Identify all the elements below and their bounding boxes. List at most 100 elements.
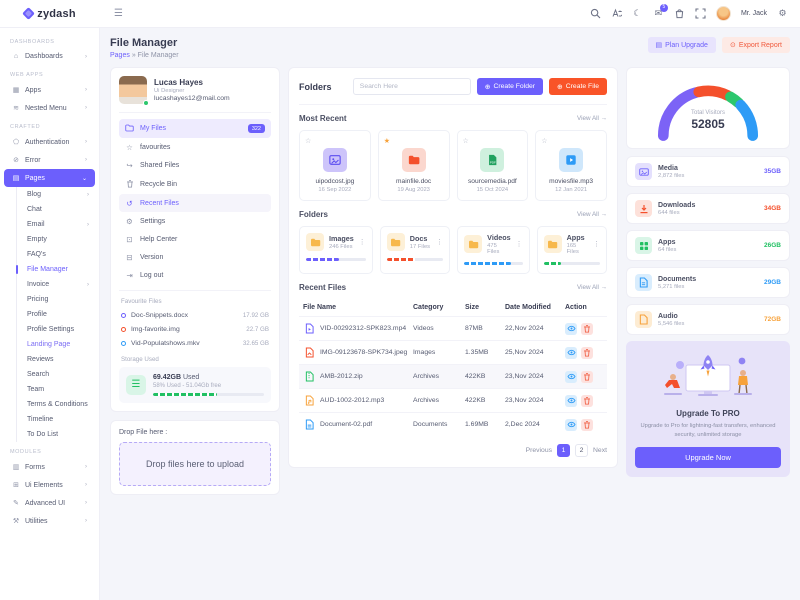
recent-files-view-all[interactable]: View All → [577, 284, 607, 291]
category-downloads[interactable]: Downloads 644 files 34GB [626, 193, 790, 224]
favourite-file-row[interactable]: Vid-Populatshows.mkv 32.65 GB [119, 336, 271, 350]
search-icon[interactable] [590, 8, 601, 19]
create-file-button[interactable]: ⊕ Create File [549, 78, 607, 95]
sidebar-item-search[interactable]: Search [27, 371, 50, 378]
sidebar-item-landing-page[interactable]: Landing Page [27, 341, 71, 348]
sidebar-item-ui-elements[interactable]: ⊞ Ui Elements › [13, 481, 87, 490]
sidebar-item-email[interactable]: Email › [27, 221, 89, 228]
pagination-page-2[interactable]: 2 [575, 444, 589, 457]
menu-toggle-icon[interactable]: ☰ [114, 8, 123, 19]
menu-favourites[interactable]: ☆ favourites [126, 142, 171, 152]
sidebar-item-pricing[interactable]: Pricing [27, 296, 49, 303]
more-options-icon[interactable]: ⋮ [436, 239, 444, 246]
table-row[interactable]: IMG-09123678-SPK734.jpeg Images 1.35MB 2… [299, 340, 607, 364]
pagination-next[interactable]: Next [593, 447, 607, 454]
menu-my-files[interactable]: My Files 322 [119, 119, 271, 138]
sidebar-item-terms[interactable]: Terms & Conditions [27, 401, 88, 408]
table-row[interactable]: AUD-1002-2012.mp3 Archives 422KB 23,Nov … [299, 388, 607, 412]
view-button[interactable] [565, 370, 577, 383]
view-button[interactable] [565, 418, 577, 431]
user-avatar[interactable] [715, 6, 731, 21]
view-button[interactable] [565, 322, 577, 335]
menu-log-out[interactable]: ⇥ Log out [126, 270, 164, 280]
create-folder-button[interactable]: ⊕ Create Folder [476, 78, 544, 95]
sidebar-item-empty[interactable]: Empty [27, 236, 47, 243]
sidebar-item-nested-menu[interactable]: ≋ Nested Menu › [13, 104, 87, 113]
sidebar-item-error[interactable]: ⊘ Error › [13, 156, 87, 165]
sidebar-item-faqs[interactable]: FAQ's [27, 251, 46, 258]
recent-file-card[interactable]: ★ mainfile.doc 19 Aug 2023 [377, 130, 450, 201]
sidebar-item-utilities[interactable]: ⚒ Utilities › [12, 517, 87, 526]
upgrade-now-button[interactable]: Upgrade Now [635, 447, 781, 469]
menu-shared-files[interactable]: ↪ Shared Files [126, 160, 180, 170]
delete-button[interactable] [581, 394, 593, 407]
sidebar-item-profile[interactable]: Profile [27, 311, 47, 318]
sidebar-item-timeline[interactable]: Timeline [27, 416, 54, 423]
more-options-icon[interactable]: ⋮ [515, 241, 523, 248]
menu-recycle-bin[interactable]: Recycle Bin [119, 174, 271, 194]
sidebar-item-invoice[interactable]: Invoice › [27, 281, 89, 288]
sidebar-item-forms[interactable]: ▥ Forms › [12, 463, 87, 472]
more-options-icon[interactable]: ⋮ [358, 239, 366, 246]
most-recent-view-all[interactable]: View All → [577, 115, 607, 122]
sidebar-item-chat[interactable]: Chat [27, 206, 42, 213]
folder-card-videos[interactable]: Videos 475 Files ⋮ [457, 226, 530, 274]
delete-button[interactable] [581, 370, 593, 383]
recent-file-card[interactable]: ☆ moviesfile.mp3 12 Jan 2021 [535, 130, 607, 201]
bag-icon[interactable] [674, 8, 685, 19]
breadcrumb-parent[interactable]: Pages [110, 52, 130, 59]
sidebar-item-file-manager[interactable]: File Manager [16, 262, 99, 277]
table-row[interactable]: VID-00292312-SPK823.mp4 Videos 87MB 22,N… [299, 316, 607, 340]
view-button[interactable] [565, 346, 577, 359]
sidebar-item-reviews[interactable]: Reviews [27, 356, 54, 363]
recent-file-card[interactable]: ☆ uipodcost.jpg 16 Sep 2022 [299, 130, 371, 201]
user-name[interactable]: Mr. Jack [740, 10, 767, 17]
folder-card-images[interactable]: Images 246 Files ⋮ [299, 226, 373, 274]
star-icon[interactable]: ★ [383, 138, 391, 145]
category-audio[interactable]: Audio 5,546 files 72GB [626, 304, 790, 335]
folder-card-apps[interactable]: Apps 165 Files ⋮ [536, 226, 607, 274]
star-icon[interactable]: ☆ [462, 138, 469, 145]
search-input[interactable] [352, 78, 471, 95]
sidebar-item-blog[interactable]: Blog › [27, 191, 89, 198]
delete-button[interactable] [581, 322, 593, 335]
folders-view-all[interactable]: View All → [577, 211, 607, 218]
more-options-icon[interactable]: ⋮ [593, 241, 600, 248]
delete-button[interactable] [581, 346, 593, 359]
menu-recent-files[interactable]: ↺ Recent Files [119, 194, 271, 212]
folder-card-docs[interactable]: Docs 17 Files ⋮ [379, 226, 451, 274]
fullscreen-icon[interactable] [695, 8, 706, 19]
recent-file-card[interactable]: ☆ PDF sourcemedia.pdf 15 Oct 2024 [456, 130, 529, 201]
view-button[interactable] [565, 394, 577, 407]
favourite-file-row[interactable]: Doc-Snippets.docx 17.92 GB [119, 308, 271, 322]
menu-help-center[interactable]: ⊡ Help Center [126, 234, 178, 244]
sidebar-item-team[interactable]: Team [27, 386, 45, 393]
table-row[interactable]: AMB-2012.zip Archives 422KB 23,Nov 2024 [299, 364, 607, 388]
table-row[interactable]: Document-02.pdf Documents 1.69MB 2,Dec 2… [299, 412, 607, 436]
language-icon[interactable] [611, 8, 622, 19]
sidebar-item-advanced-ui[interactable]: ✎ Advanced UI › [13, 499, 87, 508]
plan-upgrade-button[interactable]: ▤ Plan Upgrade [647, 37, 716, 53]
menu-version[interactable]: ⊟ Version [126, 252, 164, 262]
sidebar-item-pages[interactable]: ▤ Pages ⌄ [4, 169, 95, 187]
pagination-page-1[interactable]: 1 [557, 444, 571, 457]
sidebar-item-profile-settings[interactable]: Profile Settings [27, 326, 75, 333]
mail-icon[interactable]: ✉ 5 [653, 4, 668, 19]
menu-settings[interactable]: ⚙ Settings [126, 216, 166, 226]
settings-gear-icon[interactable]: ⚙ [778, 8, 787, 18]
file-dropzone[interactable]: Drop files here to upload [119, 442, 271, 486]
category-apps[interactable]: Apps 64 files 26GB [626, 230, 790, 261]
sidebar-item-authentication[interactable]: ⬠ Authentication › [12, 138, 87, 147]
sidebar-item-todo[interactable]: To Do List [27, 431, 59, 438]
brand-logo[interactable]: zydash [0, 7, 100, 20]
sidebar-item-apps[interactable]: ▦ Apps › [12, 86, 87, 95]
delete-button[interactable] [581, 418, 593, 431]
dark-mode-icon[interactable]: ☾ [633, 8, 642, 18]
export-report-button[interactable]: ⊙ Export Report [721, 37, 790, 53]
star-icon[interactable]: ☆ [305, 138, 312, 145]
favourite-file-row[interactable]: Img-favorite.img 22.7 GB [119, 322, 271, 336]
pagination-previous[interactable]: Previous [525, 447, 553, 454]
category-media[interactable]: Media 2,872 files 35GB [626, 156, 790, 187]
sidebar-item-dashboards[interactable]: ⌂ Dashboards › [13, 53, 87, 60]
category-documents[interactable]: Documents 5,271 files 29GB [626, 267, 790, 298]
